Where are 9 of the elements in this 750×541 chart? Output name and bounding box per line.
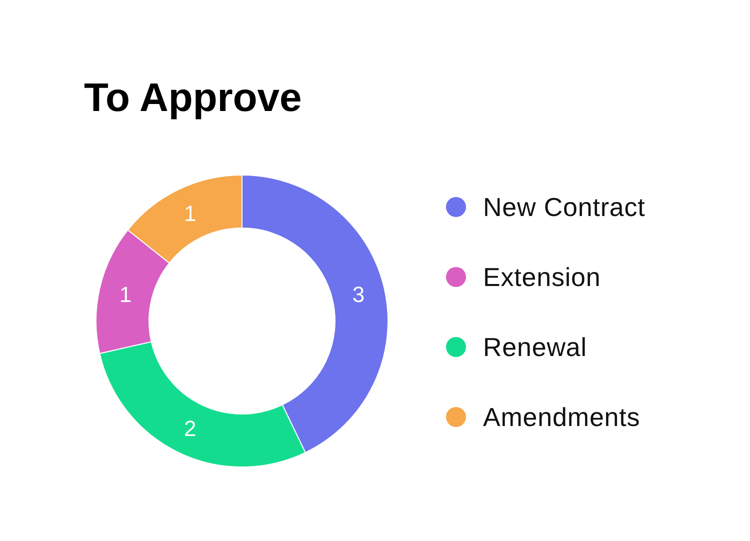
data-label: 3 (352, 282, 365, 307)
data-label: 1 (119, 282, 132, 307)
chart-title: To Approve (84, 76, 302, 120)
legend-label: Extension (483, 262, 601, 292)
data-label: 2 (184, 416, 196, 442)
legend-label: Amendments (483, 402, 640, 432)
legend-label: Renewal (483, 332, 587, 362)
legend-label: New Contract (483, 192, 646, 222)
data-label: 1 (184, 200, 196, 226)
